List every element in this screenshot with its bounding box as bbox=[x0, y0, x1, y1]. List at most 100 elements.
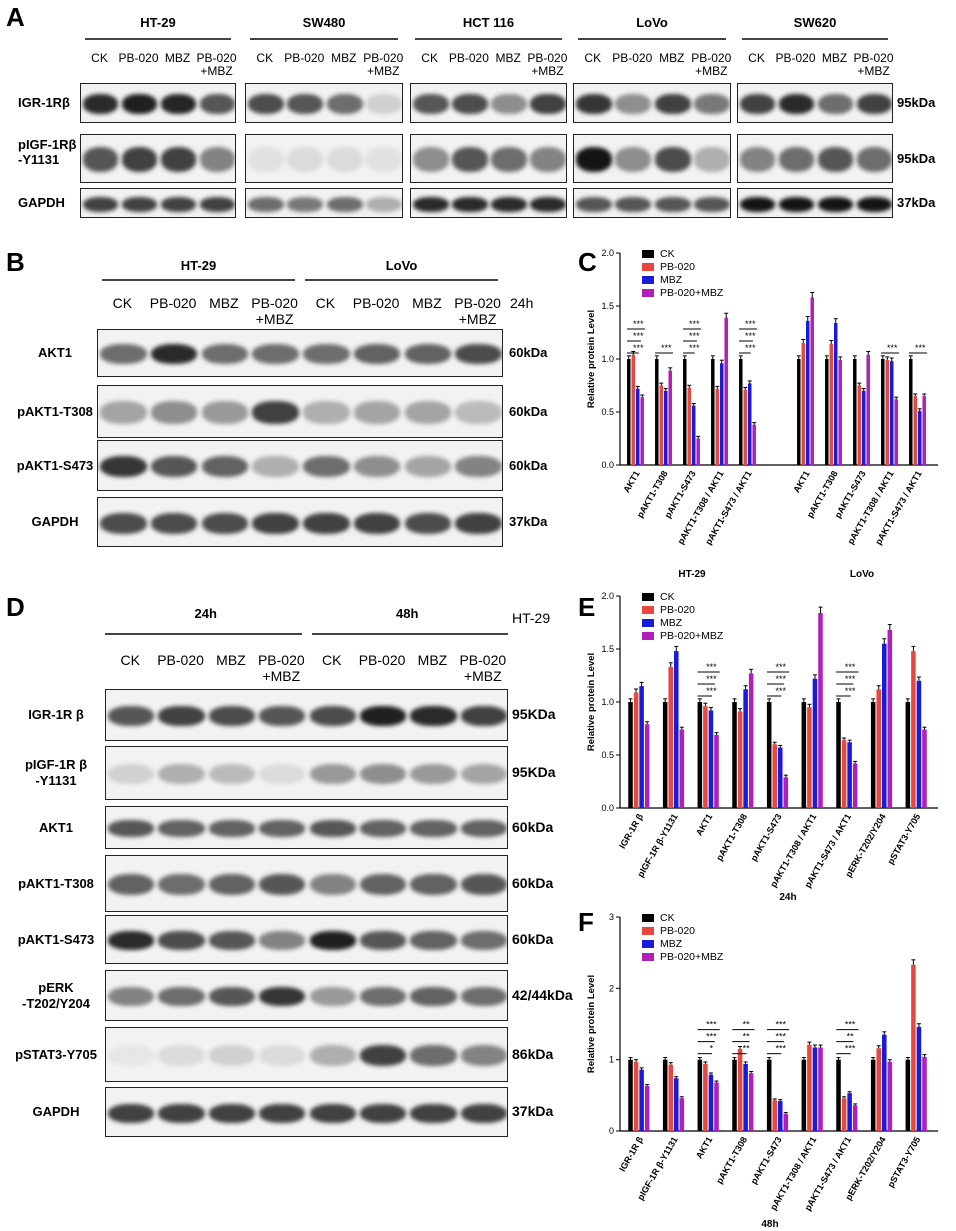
protein-band bbox=[247, 94, 284, 114]
protein-band bbox=[410, 931, 457, 950]
legend-label: PB-020 bbox=[660, 261, 695, 273]
bar bbox=[852, 763, 858, 808]
protein-band bbox=[309, 931, 356, 950]
timepoint-header: 24h bbox=[194, 606, 217, 621]
bar bbox=[797, 359, 801, 465]
x-tick-label: AKT1 bbox=[621, 469, 641, 494]
protein-band bbox=[208, 763, 256, 785]
bar bbox=[655, 359, 659, 465]
protein-band bbox=[208, 1045, 256, 1066]
x-axis-label: 48h bbox=[761, 1219, 778, 1230]
bar bbox=[922, 1056, 927, 1131]
bar bbox=[732, 702, 737, 808]
x-tick-label: pSTAT3-Y705 bbox=[885, 1135, 922, 1189]
protein-band bbox=[404, 401, 452, 424]
bar bbox=[697, 1059, 703, 1131]
legend-label: CK bbox=[660, 248, 675, 260]
protein-band bbox=[247, 196, 284, 212]
bar bbox=[890, 361, 894, 465]
lane-label: CK bbox=[256, 51, 274, 65]
protein-band bbox=[491, 147, 528, 172]
bar bbox=[628, 1059, 633, 1131]
bar bbox=[866, 354, 870, 465]
x-tick-label: pSTAT3-Y705 bbox=[885, 812, 922, 866]
panel-letter-e: E bbox=[578, 592, 596, 622]
protein-band bbox=[412, 196, 449, 212]
legend-label: PB-020 bbox=[660, 604, 695, 616]
protein-band bbox=[739, 94, 776, 114]
protein-band bbox=[259, 763, 306, 785]
protein-band bbox=[201, 401, 249, 424]
row-label: pAKT1-S473 bbox=[16, 457, 94, 473]
cell-line-label: HT-29 bbox=[512, 610, 551, 626]
protein-band bbox=[366, 94, 402, 114]
protein-band bbox=[309, 873, 356, 896]
bar bbox=[841, 740, 847, 808]
timepoint-header: 48h bbox=[396, 606, 419, 621]
bar bbox=[662, 1059, 668, 1131]
protein-band bbox=[451, 94, 488, 114]
protein-band bbox=[451, 196, 488, 212]
protein-band bbox=[491, 94, 528, 114]
blot-box bbox=[737, 188, 893, 218]
bar bbox=[905, 702, 911, 808]
significance-mark: *** bbox=[887, 343, 898, 353]
bar bbox=[807, 1044, 812, 1131]
protein-band bbox=[575, 147, 612, 172]
protein-band bbox=[309, 986, 356, 1007]
cell-line-underline bbox=[415, 38, 562, 40]
protein-band bbox=[491, 196, 528, 212]
protein-band bbox=[100, 455, 147, 478]
kda-label: 60kDa bbox=[509, 403, 548, 419]
lane-label: CK bbox=[91, 51, 108, 65]
panel-letter-c: C bbox=[578, 247, 597, 277]
significance-mark: *** bbox=[776, 1032, 787, 1042]
significance-mark: ** bbox=[743, 1032, 751, 1042]
lane-label: PB-020 bbox=[118, 51, 159, 65]
significance-mark: *** bbox=[689, 319, 700, 329]
protein-band bbox=[326, 196, 363, 212]
protein-band bbox=[455, 343, 502, 365]
cell-line-header: HCT 116 bbox=[462, 15, 515, 30]
bar bbox=[636, 388, 640, 465]
cell-line-header: LoVo bbox=[636, 15, 668, 30]
legend-swatch bbox=[642, 276, 654, 284]
bar bbox=[909, 359, 913, 465]
protein-band bbox=[108, 820, 155, 837]
bar bbox=[628, 702, 633, 808]
bar bbox=[724, 317, 728, 465]
protein-band bbox=[108, 1045, 155, 1066]
protein-band bbox=[208, 931, 256, 950]
cell-line-underline bbox=[578, 38, 726, 40]
bar bbox=[905, 1059, 911, 1131]
lane-label: PB-020 bbox=[775, 51, 816, 65]
legend-swatch bbox=[642, 632, 654, 640]
legend-label: MBZ bbox=[660, 938, 683, 950]
protein-band bbox=[460, 706, 507, 726]
protein-band bbox=[199, 196, 235, 212]
bar bbox=[778, 1101, 783, 1131]
y-tick-label: 3 bbox=[609, 912, 614, 922]
blot-box bbox=[573, 134, 731, 183]
bar bbox=[714, 1082, 719, 1131]
protein-band bbox=[158, 763, 205, 785]
protein-band bbox=[353, 455, 401, 478]
lane-label: PB-020 +MBZ bbox=[196, 51, 237, 78]
bar bbox=[853, 359, 857, 465]
row-label: pERK -T202/Y204 bbox=[22, 979, 90, 1011]
bar bbox=[697, 702, 703, 808]
bar bbox=[836, 702, 841, 808]
x-tick-label: AKT1 bbox=[694, 1135, 714, 1160]
bar bbox=[766, 702, 772, 808]
bar bbox=[801, 343, 805, 465]
protein-band bbox=[259, 1103, 306, 1123]
bar bbox=[836, 1059, 841, 1131]
bar bbox=[806, 320, 810, 465]
protein-band bbox=[451, 147, 488, 172]
row-label: IGR-1Rβ bbox=[18, 95, 70, 110]
bar bbox=[743, 1063, 748, 1131]
bar bbox=[916, 1026, 922, 1131]
significance-mark: *** bbox=[776, 1044, 787, 1054]
bar bbox=[708, 710, 714, 808]
lane-label: CK bbox=[584, 51, 602, 65]
